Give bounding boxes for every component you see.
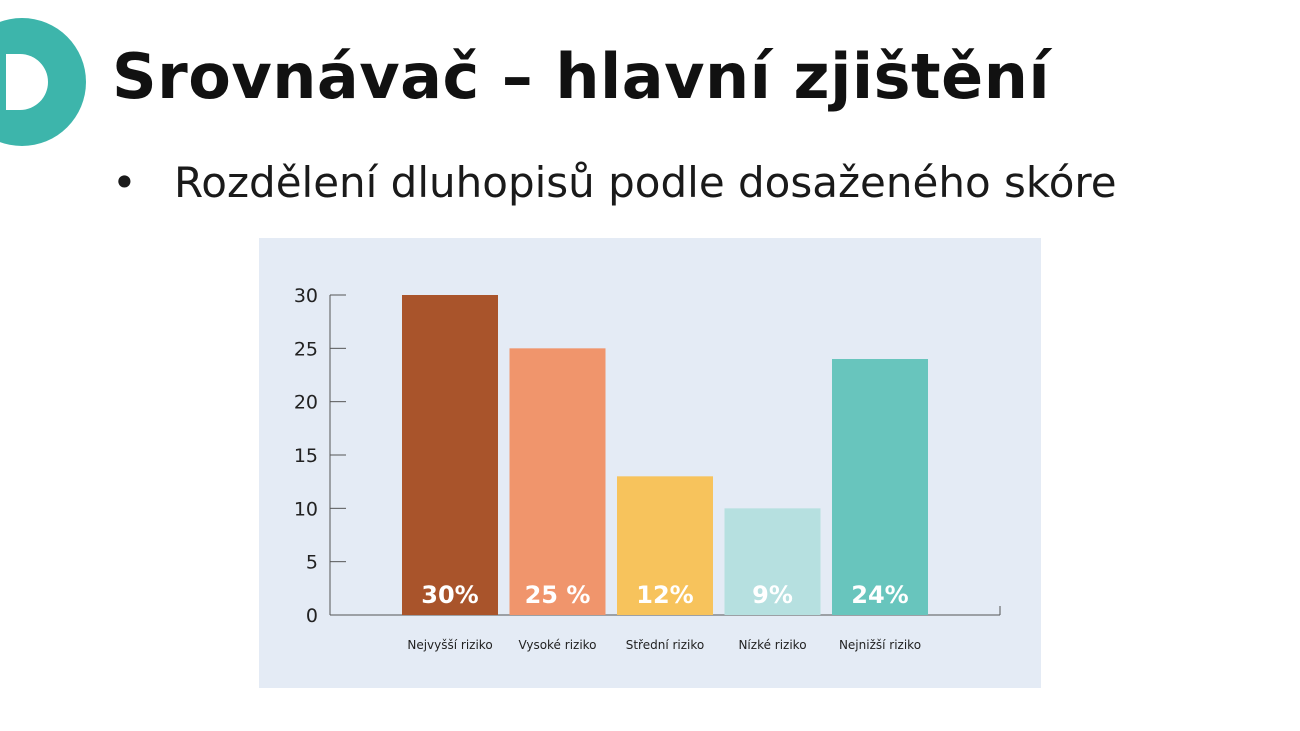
slide-title: Srovnávač – hlavní zjištění [112, 40, 1051, 113]
bar [402, 295, 498, 615]
bar-data-label: 30% [421, 581, 478, 609]
y-tick-label: 0 [306, 605, 318, 627]
y-tick-label: 25 [294, 338, 318, 360]
bar-data-label: 9% [752, 581, 793, 609]
category-label: Vysoké riziko [518, 638, 596, 652]
y-tick-label: 10 [294, 498, 318, 520]
bar-chart: 0 5 10 15 20 25 30 30% Nejvyšší riziko 25 % Vysoké… [294, 285, 1001, 652]
bar-data-label: 24% [851, 581, 908, 609]
y-tick-label: 30 [294, 285, 318, 307]
category-label: Nízké riziko [738, 638, 806, 652]
category-label: Nejnižší riziko [839, 638, 921, 652]
category-label: Střední riziko [626, 638, 705, 652]
bar [724, 508, 821, 615]
category-label: Nejvyšší riziko [407, 638, 492, 652]
bar [832, 359, 928, 615]
bar [509, 348, 606, 615]
chart-panel: 0 5 10 15 20 25 30 30% Nejvyšší riziko 25 % Vysoké… [259, 238, 1041, 688]
bullet-item: • Rozdělení dluhopisů podle dosaženého sk… [112, 158, 1117, 207]
bar-data-label: 25 % [525, 581, 591, 609]
logo-icon [0, 18, 86, 146]
y-tick-label: 20 [294, 392, 318, 414]
y-tick-label: 15 [294, 445, 318, 467]
bar-data-label: 12% [636, 581, 693, 609]
y-tick-label: 5 [306, 552, 318, 574]
bar [617, 476, 713, 615]
bullet-dot-icon: • [112, 158, 137, 207]
bullet-text: Rozdělení dluhopisů podle dosaženého skó… [174, 158, 1117, 207]
